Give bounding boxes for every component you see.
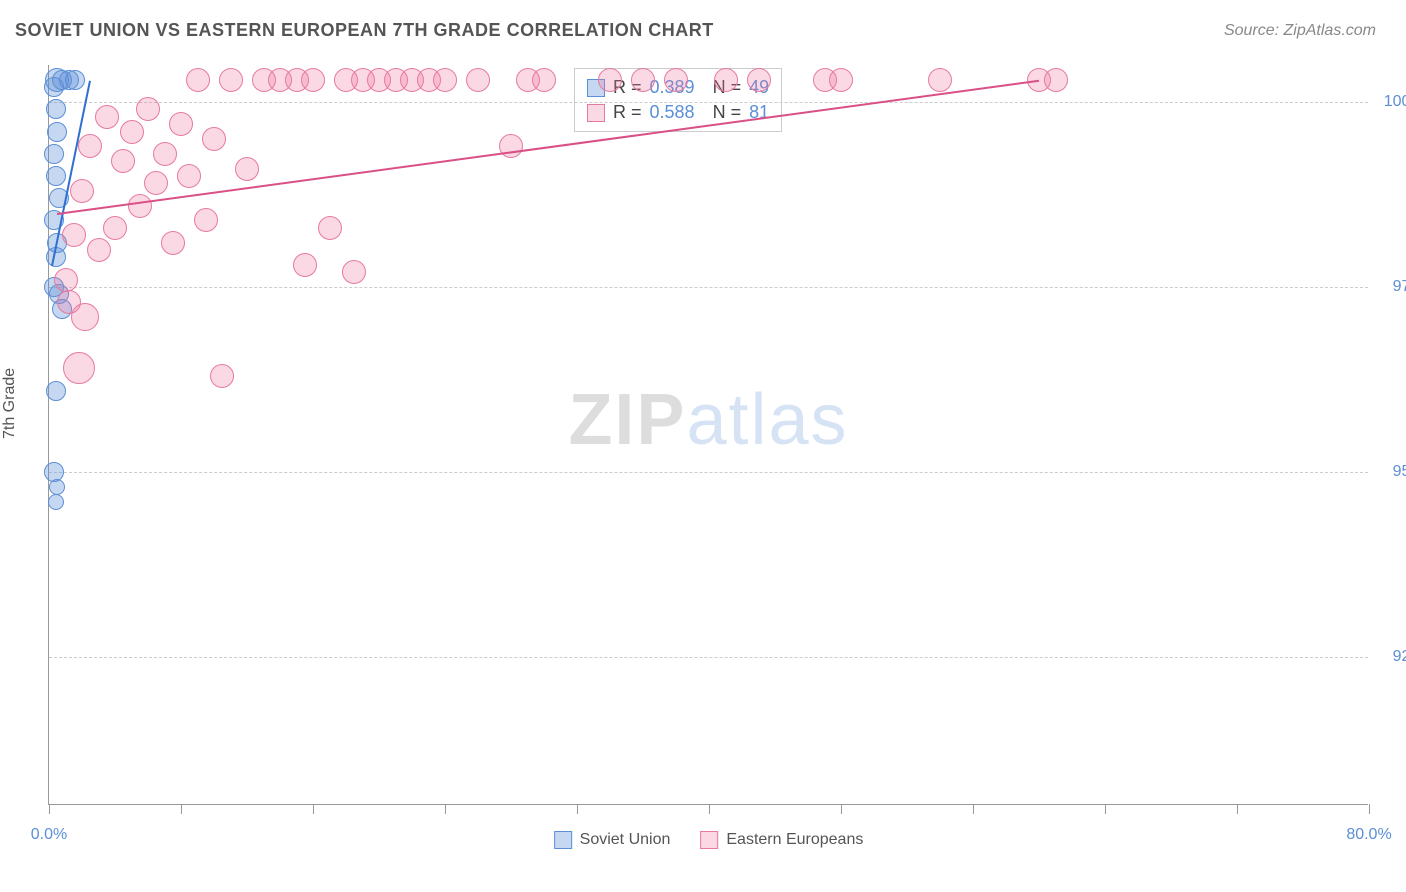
data-point — [210, 364, 234, 388]
data-point — [144, 171, 168, 195]
data-point — [54, 268, 78, 292]
stats-swatch — [587, 104, 605, 122]
x-tick-label: 0.0% — [31, 826, 67, 844]
data-point — [829, 68, 853, 92]
legend-label: Eastern Europeans — [726, 831, 863, 849]
legend-label: Soviet Union — [580, 831, 671, 849]
data-point — [466, 68, 490, 92]
x-tick — [1369, 804, 1370, 814]
x-tick — [577, 804, 578, 814]
data-point — [664, 68, 688, 92]
data-point — [631, 68, 655, 92]
x-tick — [841, 804, 842, 814]
legend: Soviet Union Eastern Europeans — [554, 831, 864, 849]
legend-item: Eastern Europeans — [700, 831, 863, 849]
data-point — [103, 216, 127, 240]
gridline-h — [49, 287, 1368, 288]
x-tick — [973, 804, 974, 814]
gridline-h — [49, 102, 1368, 103]
gridline-h — [49, 657, 1368, 658]
watermark-zip: ZIP — [568, 380, 686, 460]
x-tick — [181, 804, 182, 814]
data-point — [161, 231, 185, 255]
data-point — [714, 68, 738, 92]
legend-item: Soviet Union — [554, 831, 671, 849]
y-tick-label: 95.0% — [1378, 463, 1406, 481]
data-point — [46, 381, 66, 401]
data-point — [1044, 68, 1068, 92]
data-point — [177, 164, 201, 188]
data-point — [153, 142, 177, 166]
data-point — [95, 105, 119, 129]
data-point — [318, 216, 342, 240]
x-tick-label: 80.0% — [1346, 826, 1391, 844]
legend-swatch — [554, 831, 572, 849]
data-point — [70, 179, 94, 203]
x-tick — [1105, 804, 1106, 814]
data-point — [235, 157, 259, 181]
x-tick — [49, 804, 50, 814]
data-point — [747, 68, 771, 92]
x-tick — [313, 804, 314, 814]
data-point — [65, 70, 85, 90]
data-point — [928, 68, 952, 92]
watermark: ZIPatlas — [568, 379, 848, 461]
gridline-h — [49, 472, 1368, 473]
y-tick-label: 97.5% — [1378, 278, 1406, 296]
x-tick — [709, 804, 710, 814]
data-point — [47, 122, 67, 142]
data-point — [63, 352, 95, 384]
stats-r-label: R = — [613, 102, 642, 123]
data-point — [342, 260, 366, 284]
data-point — [128, 194, 152, 218]
data-point — [532, 68, 556, 92]
data-point — [120, 120, 144, 144]
data-point — [87, 238, 111, 262]
x-tick — [1237, 804, 1238, 814]
data-point — [301, 68, 325, 92]
data-point — [598, 68, 622, 92]
data-point — [169, 112, 193, 136]
data-point — [44, 144, 64, 164]
data-point — [186, 68, 210, 92]
watermark-atlas: atlas — [686, 380, 848, 460]
trend-line — [57, 80, 1039, 215]
data-point — [71, 303, 99, 331]
chart-title: SOVIET UNION VS EASTERN EUROPEAN 7TH GRA… — [15, 20, 714, 41]
data-point — [49, 479, 65, 495]
data-point — [293, 253, 317, 277]
legend-swatch — [700, 831, 718, 849]
chart-source: Source: ZipAtlas.com — [1224, 22, 1376, 40]
scatter-chart: ZIPatlas R = 0.389 N = 49R = 0.588 N = 8… — [48, 65, 1368, 805]
x-tick — [445, 804, 446, 814]
data-point — [136, 97, 160, 121]
y-axis-label: 7th Grade — [1, 368, 19, 439]
data-point — [202, 127, 226, 151]
data-point — [48, 494, 64, 510]
data-point — [219, 68, 243, 92]
stats-r-value: 0.588 — [650, 102, 695, 123]
data-point — [46, 166, 66, 186]
data-point — [46, 99, 66, 119]
data-point — [499, 134, 523, 158]
chart-header: SOVIET UNION VS EASTERN EUROPEAN 7TH GRA… — [0, 0, 1406, 51]
data-point — [111, 149, 135, 173]
data-point — [62, 223, 86, 247]
data-point — [194, 208, 218, 232]
y-tick-label: 92.5% — [1378, 648, 1406, 666]
data-point — [433, 68, 457, 92]
data-point — [78, 134, 102, 158]
y-tick-label: 100.0% — [1378, 93, 1406, 111]
